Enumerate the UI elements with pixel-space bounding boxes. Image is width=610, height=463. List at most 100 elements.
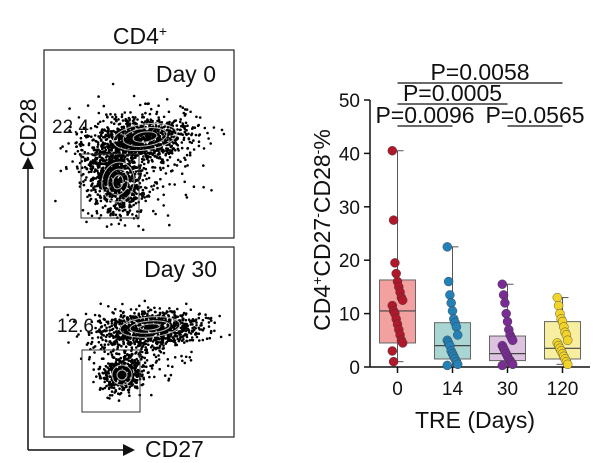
event-dot: [144, 102, 147, 105]
event-dot: [96, 330, 99, 333]
event-dot: [134, 352, 137, 355]
event-dot: [105, 384, 108, 388]
event-dot: [132, 160, 136, 163]
event-dot: [180, 146, 184, 150]
event-dot: [197, 123, 200, 127]
event-dot: [105, 137, 109, 141]
event-dot: [100, 171, 103, 174]
comparison-1: P=0.0005: [397, 80, 508, 106]
p-value: P=0.0565: [485, 102, 584, 128]
event-dot: [183, 156, 186, 160]
event-dot: [108, 151, 112, 154]
event-dot: [161, 339, 165, 343]
event-dot: [186, 164, 189, 167]
event-dot: [125, 191, 129, 194]
event-dot: [151, 134, 154, 138]
event-dot: [183, 127, 187, 131]
event-dot: [140, 358, 143, 361]
event-dot: [135, 337, 138, 341]
event-dot: [124, 151, 127, 154]
event-dot: [116, 158, 120, 161]
data-point: [453, 330, 463, 340]
event-dot: [104, 204, 107, 208]
event-dot: [125, 199, 128, 202]
event-dot: [109, 212, 113, 215]
event-dot: [98, 185, 101, 188]
event-dot: [206, 131, 209, 135]
event-dot: [77, 333, 80, 336]
event-dot: [174, 119, 178, 122]
event-dot: [185, 322, 189, 326]
event-dot: [130, 346, 134, 349]
event-dot: [189, 332, 193, 335]
event-dot: [59, 147, 62, 150]
event-dot: [115, 330, 118, 333]
event-dot: [139, 137, 142, 141]
event-dot: [161, 158, 164, 161]
event-dot: [187, 137, 191, 141]
event-dot: [181, 122, 184, 125]
event-dot: [122, 172, 126, 176]
event-dot: [83, 150, 87, 154]
event-dot: [143, 128, 146, 132]
event-dot: [123, 362, 127, 365]
event-dot: [112, 331, 116, 334]
event-dot: [96, 145, 99, 149]
event-dot: [95, 211, 99, 215]
event-dot: [197, 144, 201, 148]
x-axis: 0 14 30 120: [370, 366, 590, 400]
event-dot: [137, 373, 140, 377]
event-dot: [152, 184, 156, 187]
event-dot: [91, 182, 94, 185]
event-dot: [82, 172, 85, 176]
event-dot: [141, 310, 144, 313]
data-point: [553, 300, 564, 311]
event-dot: [155, 181, 158, 184]
event-dot: [192, 139, 195, 142]
event-dot: [162, 313, 166, 316]
event-dot: [162, 166, 165, 170]
event-dot: [73, 152, 77, 156]
box-group-120: [544, 292, 581, 370]
event-dot: [153, 141, 156, 144]
event-dot: [179, 160, 182, 163]
event-dot: [103, 386, 107, 390]
data-point: [446, 298, 456, 308]
event-dot: [88, 355, 91, 359]
contours: [101, 122, 178, 203]
event-dot: [176, 315, 180, 319]
event-dot: [168, 137, 172, 140]
event-dot: [107, 372, 111, 375]
event-dot: [183, 130, 187, 134]
event-dot: [84, 178, 87, 182]
event-dot: [102, 376, 106, 380]
event-dot: [86, 104, 90, 107]
event-dot: [126, 357, 129, 361]
event-dot: [198, 116, 202, 119]
event-dot: [129, 356, 132, 359]
event-dot: [116, 197, 119, 201]
event-dot: [97, 166, 100, 169]
event-dot: [197, 140, 201, 143]
event-dot: [213, 329, 216, 333]
data-point: [398, 295, 408, 305]
event-dot: [171, 169, 174, 172]
event-dot: [176, 128, 179, 131]
event-dot: [124, 193, 128, 196]
event-dot: [121, 316, 125, 319]
event-dot: [194, 331, 198, 335]
event-dot: [142, 158, 146, 161]
event-dot: [108, 368, 112, 371]
event-dot: [131, 366, 134, 370]
event-dot: [116, 182, 120, 186]
event-dot: [144, 326, 147, 330]
event-dot: [202, 164, 205, 167]
event-dot: [133, 368, 137, 372]
event-dot: [91, 165, 95, 168]
event-dot: [186, 124, 189, 127]
event-dot: [144, 199, 147, 203]
event-dot: [128, 139, 132, 142]
y-axis: 0 10 20 30 40 50: [339, 91, 371, 379]
event-dot: [102, 119, 105, 123]
box-group-30: [489, 279, 526, 371]
